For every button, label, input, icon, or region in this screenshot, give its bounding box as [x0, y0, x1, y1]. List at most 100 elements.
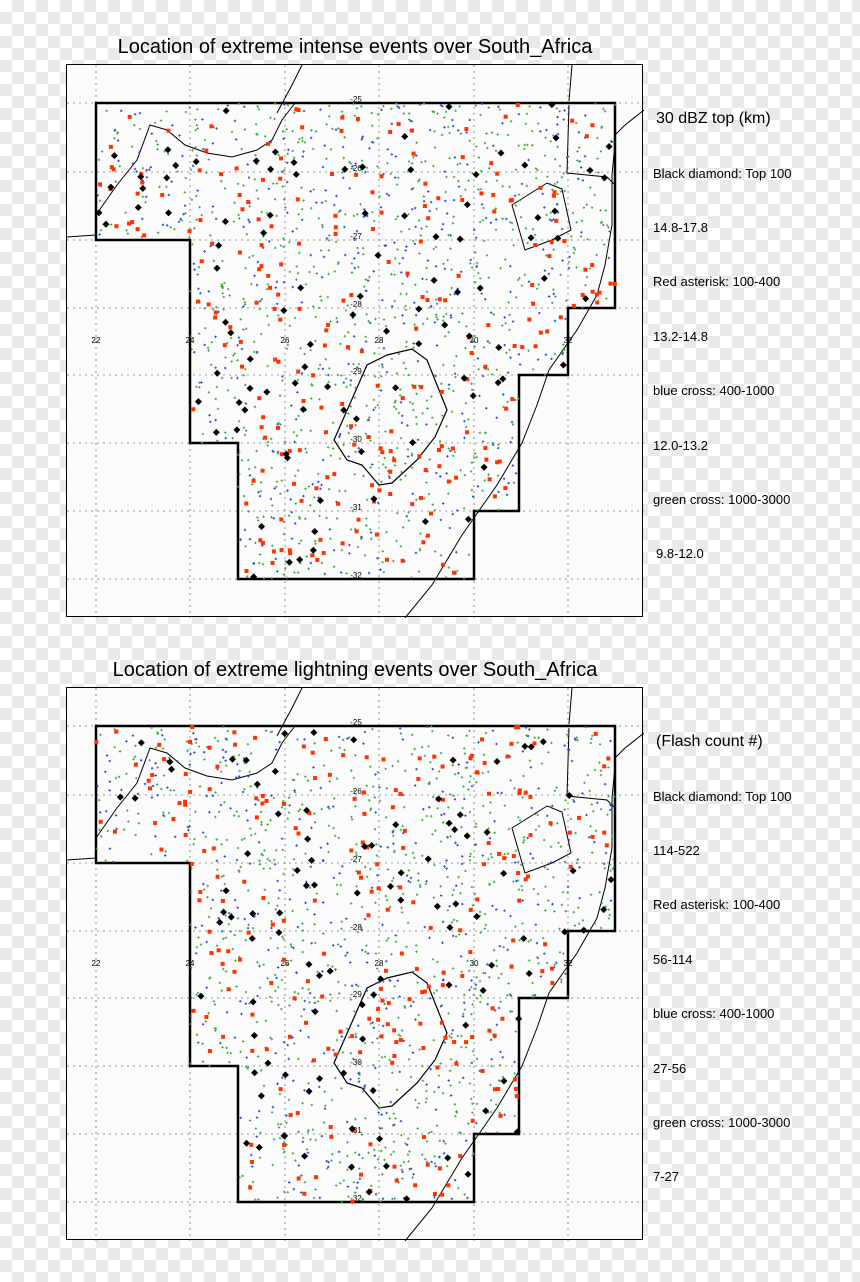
green-cross-marker: [153, 121, 157, 125]
blue-cross-marker: [357, 447, 361, 450]
green-cross-marker: [396, 446, 399, 450]
blue-cross-marker: [433, 321, 437, 324]
green-cross-marker: [390, 879, 394, 883]
lesotho-border: [333, 971, 448, 1109]
blue-cross-marker: [293, 522, 297, 525]
green-cross-marker: [516, 741, 519, 744]
green-cross-marker: [475, 976, 478, 979]
green-cross-marker: [285, 963, 289, 966]
green-cross-marker: [349, 998, 353, 1001]
green-cross-marker: [346, 424, 349, 428]
green-cross-marker: [209, 234, 212, 237]
green-cross-marker: [495, 179, 499, 182]
blue-cross-marker: [214, 366, 217, 369]
blue-cross-marker: [105, 809, 108, 813]
green-cross-marker: [399, 230, 403, 233]
green-cross-marker: [295, 278, 298, 281]
green-cross-marker: [216, 108, 220, 111]
green-cross-marker: [509, 221, 512, 224]
red-asterisk-marker: [204, 148, 209, 153]
red-asterisk-marker: [531, 301, 536, 306]
green-cross-marker: [478, 910, 482, 914]
green-cross-marker: [468, 1082, 472, 1085]
blue-cross-marker: [447, 383, 451, 386]
green-cross-marker: [399, 1034, 402, 1038]
blue-cross-marker: [114, 128, 117, 132]
red-asterisk-marker: [238, 957, 243, 962]
red-asterisk-marker: [299, 498, 304, 503]
green-cross-marker: [144, 201, 147, 204]
red-asterisk-marker: [130, 219, 135, 224]
green-cross-marker: [247, 889, 250, 892]
blue-cross-marker: [551, 902, 554, 906]
green-cross-marker: [546, 728, 549, 731]
red-asterisk-marker: [294, 107, 299, 112]
green-cross-marker: [448, 157, 451, 160]
green-cross-marker: [537, 962, 540, 965]
black-diamond-marker: [483, 828, 491, 836]
green-cross-marker: [308, 886, 312, 889]
green-cross-marker: [351, 509, 355, 513]
blue-cross-marker: [211, 142, 215, 145]
panel-title: Location of extreme lightning events ove…: [112, 659, 598, 681]
red-asterisk-marker: [321, 550, 326, 555]
green-cross-marker: [482, 753, 486, 756]
longitude-label: 30: [470, 336, 479, 345]
green-cross-marker: [169, 226, 172, 229]
longitude-label: 22: [92, 959, 101, 968]
green-cross-marker: [220, 843, 223, 846]
blue-cross-marker: [336, 320, 339, 324]
blue-cross-marker: [388, 476, 391, 480]
latitude-label: -32: [350, 1194, 362, 1203]
green-cross-marker: [155, 783, 159, 786]
blue-cross-marker: [460, 270, 463, 273]
blue-cross-marker: [381, 1197, 385, 1200]
green-cross-marker: [508, 328, 511, 332]
green-cross-marker: [434, 313, 438, 316]
green-cross-marker: [384, 1146, 387, 1149]
legend-range-green: 9.8-12.0: [656, 546, 704, 561]
green-cross-marker: [533, 233, 537, 237]
green-cross-marker: [349, 1051, 353, 1055]
green-cross-marker: [345, 1027, 349, 1030]
green-cross-marker: [299, 347, 302, 350]
blue-cross-marker: [235, 138, 238, 141]
green-cross-marker: [460, 825, 463, 829]
blue-cross-marker: [240, 1012, 243, 1016]
green-cross-marker: [467, 418, 470, 421]
green-cross-marker: [470, 461, 474, 464]
green-cross-marker: [221, 292, 224, 295]
blue-cross-marker: [473, 228, 476, 232]
green-cross-marker: [414, 415, 418, 419]
blue-cross-marker: [361, 135, 364, 138]
red-asterisk-marker: [417, 756, 422, 761]
green-cross-marker: [497, 1079, 501, 1082]
green-cross-marker: [272, 858, 276, 862]
green-cross-marker: [216, 868, 219, 871]
green-cross-marker: [244, 367, 247, 371]
green-cross-marker: [296, 271, 300, 275]
green-cross-marker: [419, 234, 422, 237]
green-cross-marker: [385, 787, 388, 790]
green-cross-marker: [573, 248, 577, 251]
green-cross-marker: [430, 725, 433, 728]
green-cross-marker: [156, 766, 159, 769]
green-cross-marker: [361, 1156, 364, 1160]
green-cross-marker: [516, 879, 520, 882]
latitude-label: -30: [350, 1058, 362, 1067]
blue-cross-marker: [506, 371, 510, 374]
black-diamond-marker: [382, 1162, 390, 1170]
green-cross-marker: [373, 1166, 377, 1169]
black-diamond-marker: [473, 913, 481, 921]
green-cross-marker: [254, 154, 257, 157]
green-cross-marker: [420, 746, 424, 749]
green-cross-marker: [288, 270, 292, 274]
green-cross-marker: [228, 1060, 231, 1064]
blue-cross-marker: [313, 913, 316, 916]
green-cross-marker: [188, 106, 191, 109]
blue-cross-marker: [337, 1150, 341, 1154]
green-cross-marker: [416, 981, 419, 984]
green-cross-marker: [534, 167, 538, 170]
red-asterisk-marker: [303, 1020, 308, 1025]
blue-cross-marker: [243, 917, 246, 921]
